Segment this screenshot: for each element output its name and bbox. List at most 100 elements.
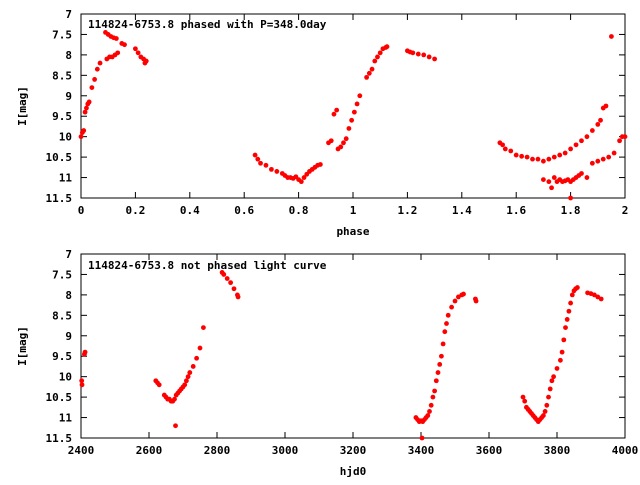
data-point	[563, 325, 568, 330]
y-tick-label: 11	[59, 172, 73, 185]
y-tick-label: 9.5	[52, 110, 72, 123]
data-point	[430, 394, 436, 400]
data-point	[579, 138, 584, 144]
y-tick-label: 11	[59, 412, 73, 425]
plot-frame	[80, 13, 626, 199]
data-point	[231, 286, 237, 292]
data-point	[542, 409, 548, 414]
data-point	[97, 60, 103, 66]
data-point	[317, 162, 323, 167]
x-tick-label: 0.8	[289, 204, 309, 217]
data-point	[549, 378, 555, 384]
data-point	[579, 171, 584, 176]
data-point	[606, 154, 612, 160]
data-point	[258, 160, 263, 166]
data-point	[255, 156, 261, 162]
x-tick-label: 4000	[612, 444, 639, 457]
data-point	[173, 423, 178, 429]
y-tick-label: 7.5	[52, 268, 72, 281]
data-point	[573, 142, 579, 148]
y-axis-label: I[mag]	[16, 326, 29, 366]
y-tick-label: 11.5	[46, 192, 73, 205]
x-tick-label: 3000	[272, 444, 299, 457]
data-point	[598, 117, 603, 123]
data-point	[331, 111, 337, 117]
data-point	[432, 56, 437, 62]
data-point	[156, 382, 162, 388]
data-point	[426, 54, 432, 60]
data-point	[351, 109, 357, 115]
data-point	[546, 156, 552, 162]
data-point	[546, 394, 551, 400]
y-tick-label: 8	[65, 49, 72, 62]
data-point	[82, 349, 88, 355]
data-point	[357, 93, 363, 99]
ticks: 0 0.2 0.4 0.6 0.8 1 1.2 1.4 1.6 1.8 2 7 7.5 8 8.5 9 9.5 1…	[46, 8, 629, 217]
data-point	[519, 153, 525, 159]
data-point	[541, 177, 546, 183]
y-tick-label: 8	[65, 289, 72, 302]
data-point	[600, 156, 606, 162]
x-tick-label: 1.2	[397, 204, 417, 217]
data-point	[84, 105, 89, 111]
data-point	[190, 364, 196, 369]
data-point	[377, 50, 383, 56]
data-point	[81, 128, 87, 133]
data-point	[444, 321, 449, 326]
data-point	[546, 179, 552, 185]
y-tick-label: 10.5	[46, 391, 73, 404]
data-point	[354, 101, 360, 107]
data-point	[568, 300, 573, 306]
data-point	[410, 50, 416, 56]
x-tick-label: 2	[622, 204, 629, 217]
data-point	[79, 382, 85, 388]
data-point	[201, 325, 206, 330]
y-tick-label: 10.5	[46, 151, 73, 164]
data-point	[584, 175, 590, 180]
data-point	[622, 134, 628, 140]
data-point	[228, 280, 234, 286]
data-point	[187, 370, 193, 375]
data-point	[86, 99, 92, 105]
data-point	[366, 70, 372, 76]
data-point	[562, 150, 568, 156]
data-point	[172, 396, 177, 402]
data-point	[369, 66, 375, 72]
plot-title: 114824-6753.8 not phased light curve	[88, 259, 327, 272]
x-tick-label: 0.2	[125, 204, 145, 217]
plot-title: 114824-6753.8 phased with P=348.0day	[88, 18, 327, 31]
x-tick-label: 0.6	[234, 204, 254, 217]
x-tick-label: 1.8	[561, 204, 581, 217]
y-tick-label: 9	[65, 90, 72, 103]
data-point	[502, 146, 508, 152]
y-tick-label: 9	[65, 330, 72, 343]
data-point	[185, 374, 191, 380]
x-tick-label: 1.6	[506, 204, 526, 217]
data-point	[568, 195, 573, 201]
data-point	[551, 175, 557, 180]
data-point	[82, 109, 88, 115]
data-point	[452, 298, 458, 304]
y-tick-label: 7	[65, 8, 72, 21]
data-point	[520, 394, 526, 400]
data-point	[551, 374, 556, 380]
x-tick-label: 2400	[68, 444, 95, 457]
x-tick-label: 1.4	[452, 204, 472, 217]
data-point	[415, 51, 421, 57]
data-point	[274, 169, 280, 174]
data-point	[569, 292, 575, 298]
data-point	[544, 402, 550, 408]
x-tick-label: 3400	[408, 444, 435, 457]
x-axis-label: phase	[336, 225, 369, 238]
data-point	[530, 156, 535, 162]
x-tick-label: 0	[78, 204, 85, 217]
data-point	[473, 298, 479, 304]
data-point	[541, 413, 546, 418]
data-points	[78, 30, 628, 201]
data-point	[428, 402, 434, 408]
data-point	[559, 349, 565, 355]
data-point	[194, 355, 200, 361]
data-point	[263, 162, 269, 168]
data-point	[568, 146, 573, 152]
x-tick-label: 2800	[204, 444, 231, 457]
